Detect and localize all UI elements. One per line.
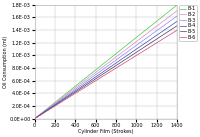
B-3 — [102, 68, 104, 70]
B-2 — [102, 66, 104, 68]
Line: B-3: B-3 — [35, 16, 177, 119]
B-3 — [118, 57, 121, 58]
B-6 — [33, 118, 36, 119]
Legend: B-1, B-2, B-3, B-4, B-5, B-6: B-1, B-2, B-3, B-4, B-5, B-6 — [179, 5, 197, 41]
B-3 — [150, 34, 153, 35]
X-axis label: Cylinder Film (Strokes): Cylinder Film (Strokes) — [78, 129, 134, 134]
B-5 — [102, 73, 104, 75]
B-2 — [118, 54, 121, 55]
B-4 — [150, 38, 153, 40]
B-1 — [176, 4, 178, 6]
B-3 — [33, 118, 36, 119]
B-5 — [173, 27, 175, 29]
B-3 — [176, 15, 178, 17]
B-5 — [111, 68, 113, 69]
B-4 — [118, 60, 121, 62]
B-3 — [111, 62, 113, 64]
B-6 — [150, 45, 153, 47]
B-2 — [150, 29, 153, 31]
Line: B-4: B-4 — [35, 21, 177, 119]
B-5 — [101, 74, 104, 75]
B-4 — [176, 20, 178, 22]
B-1 — [101, 64, 104, 65]
B-5 — [33, 118, 36, 119]
B-6 — [173, 31, 175, 33]
B-6 — [101, 76, 104, 77]
B-2 — [111, 59, 113, 61]
B-4 — [33, 118, 36, 119]
Line: B-1: B-1 — [35, 5, 177, 119]
B-5 — [118, 62, 121, 64]
B-2 — [176, 10, 178, 11]
B-1 — [173, 7, 175, 8]
B-1 — [111, 56, 113, 58]
Line: B-6: B-6 — [35, 30, 177, 119]
B-6 — [111, 70, 113, 72]
B-4 — [101, 72, 104, 73]
Line: B-2: B-2 — [35, 11, 177, 119]
B-6 — [118, 65, 121, 67]
B-4 — [111, 65, 113, 67]
B-4 — [173, 23, 175, 24]
B-5 — [150, 42, 153, 43]
B-1 — [33, 118, 36, 119]
B-2 — [173, 12, 175, 14]
B-2 — [33, 118, 36, 119]
B-3 — [173, 18, 175, 19]
B-1 — [118, 50, 121, 52]
Y-axis label: Oil Consumption (ml): Oil Consumption (ml) — [3, 36, 8, 88]
B-2 — [101, 67, 104, 68]
B-3 — [101, 69, 104, 71]
B-4 — [102, 71, 104, 73]
B-1 — [102, 63, 104, 65]
B-1 — [150, 25, 153, 26]
Line: B-5: B-5 — [35, 26, 177, 119]
B-6 — [102, 75, 104, 77]
B-6 — [176, 29, 178, 31]
B-5 — [176, 25, 178, 26]
